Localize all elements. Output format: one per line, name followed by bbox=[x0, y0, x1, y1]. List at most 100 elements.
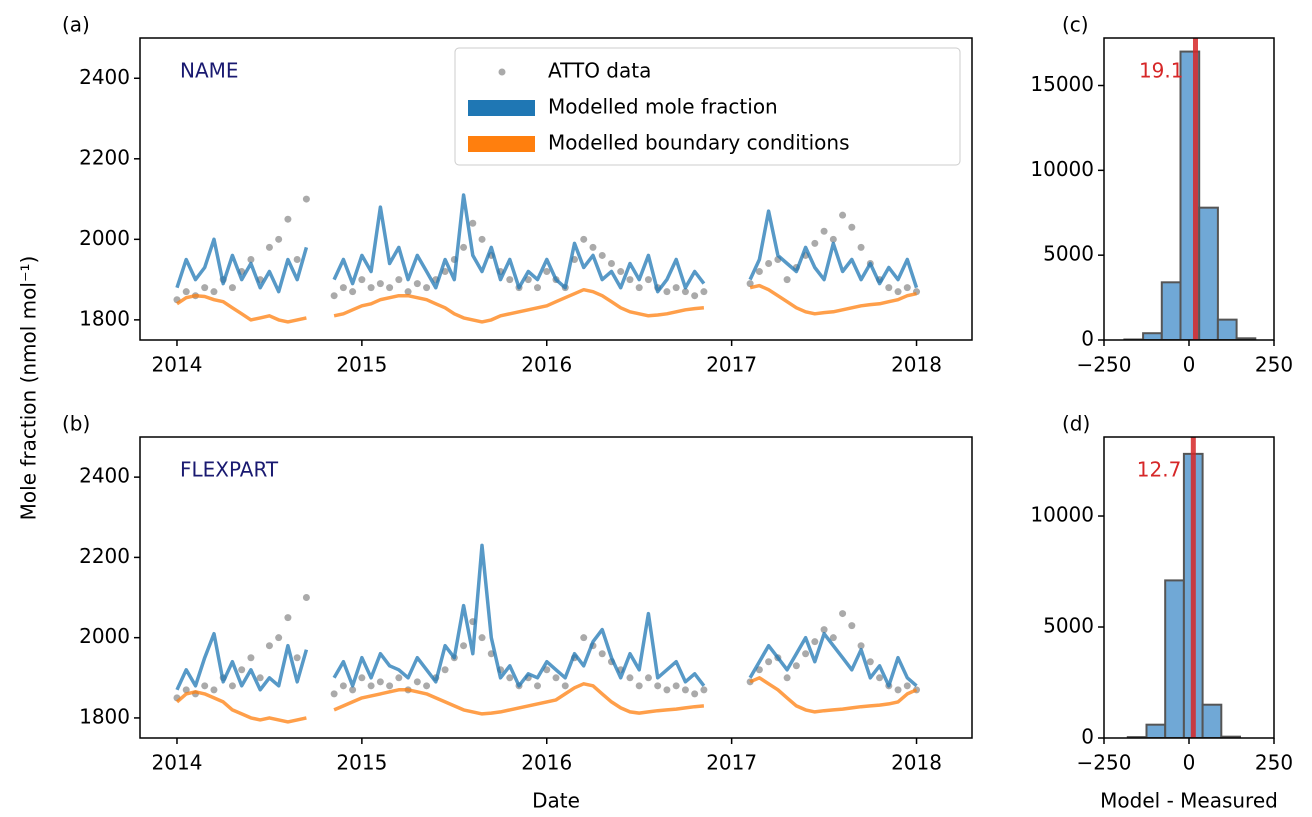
data-point bbox=[275, 634, 283, 642]
panel-label: (b) bbox=[62, 412, 90, 436]
data-point bbox=[626, 276, 634, 284]
series-line bbox=[175, 543, 918, 692]
data-point bbox=[469, 219, 477, 227]
data-point bbox=[589, 243, 597, 251]
series-line bbox=[175, 193, 919, 294]
data-point bbox=[386, 284, 394, 292]
x-tick-label: 2015 bbox=[336, 751, 387, 775]
data-point bbox=[617, 268, 625, 276]
data-point bbox=[644, 674, 652, 682]
data-point bbox=[441, 666, 449, 674]
series-line bbox=[176, 283, 917, 324]
data-point bbox=[506, 276, 514, 284]
data-point bbox=[460, 642, 468, 650]
data-point bbox=[580, 235, 588, 243]
y-tick-label: 15000 bbox=[1030, 72, 1094, 96]
plot-area bbox=[173, 193, 921, 324]
hist-bar bbox=[1164, 579, 1185, 738]
y-tick-label: 1800 bbox=[79, 306, 130, 330]
x-tick-label: −250 bbox=[1077, 751, 1132, 775]
x-tick-label: 2016 bbox=[521, 751, 572, 775]
y-tick-label: 0 bbox=[1081, 327, 1094, 351]
data-point bbox=[358, 674, 366, 682]
data-point bbox=[358, 276, 366, 284]
data-point bbox=[367, 682, 375, 690]
hist-bar bbox=[1216, 318, 1238, 340]
data-point bbox=[339, 682, 347, 690]
hist-bar bbox=[1160, 281, 1182, 340]
data-point bbox=[256, 674, 264, 682]
x-tick-label: 2017 bbox=[706, 353, 757, 377]
data-point bbox=[876, 674, 884, 682]
legend-label: ATTO data bbox=[548, 59, 651, 83]
data-point bbox=[598, 251, 606, 259]
data-point bbox=[839, 211, 847, 219]
data-point bbox=[580, 634, 588, 642]
hist-bar bbox=[1235, 337, 1257, 340]
data-point bbox=[395, 674, 403, 682]
x-tick-label: 250 bbox=[1255, 751, 1293, 775]
y-tick-label: 2000 bbox=[79, 624, 130, 648]
data-point bbox=[330, 292, 338, 300]
data-point bbox=[681, 288, 689, 296]
data-point bbox=[182, 686, 190, 694]
data-point bbox=[182, 288, 190, 296]
y-axis-label: Mole fraction (nmol mol⁻¹) bbox=[17, 256, 41, 521]
y-tick-label: 10000 bbox=[1030, 503, 1094, 527]
data-point bbox=[561, 682, 569, 690]
data-point bbox=[339, 284, 347, 292]
data-point bbox=[848, 223, 856, 231]
data-point bbox=[802, 650, 810, 658]
data-point bbox=[413, 280, 421, 288]
data-point bbox=[746, 280, 754, 288]
data-point bbox=[894, 288, 902, 296]
panel: 1800 2000 2200 2400 2014 2015 2016 2017 2018 (b) F… bbox=[62, 412, 973, 813]
data-point bbox=[265, 243, 273, 251]
legend-box bbox=[454, 47, 961, 166]
legend-marker bbox=[468, 100, 535, 116]
data-point bbox=[376, 280, 384, 288]
hist-bar bbox=[1198, 206, 1219, 340]
panel-annotation: FLEXPART bbox=[180, 458, 279, 482]
data-point bbox=[534, 284, 542, 292]
data-point bbox=[478, 634, 486, 642]
data-point bbox=[663, 686, 671, 694]
data-point bbox=[792, 662, 800, 670]
legend-label: Modelled mole fraction bbox=[548, 95, 778, 119]
panel-label: (d) bbox=[1062, 412, 1090, 436]
panel-annotation: NAME bbox=[180, 59, 239, 83]
data-point bbox=[811, 239, 819, 247]
data-point bbox=[423, 682, 431, 690]
x-axis-label: Model - Measured bbox=[1100, 789, 1278, 813]
data-point bbox=[885, 284, 893, 292]
y-tick-label: 2200 bbox=[79, 145, 130, 169]
data-point bbox=[903, 284, 911, 292]
data-point bbox=[848, 622, 856, 630]
data-point bbox=[700, 686, 708, 694]
data-point bbox=[894, 686, 902, 694]
data-point bbox=[663, 288, 671, 296]
plot-area bbox=[1126, 437, 1242, 738]
data-point bbox=[857, 243, 865, 251]
y-tick-label: 5000 bbox=[1043, 614, 1094, 638]
y-tick-label: 2200 bbox=[79, 544, 130, 568]
mean-label: 19.1 bbox=[1139, 59, 1184, 83]
data-point bbox=[811, 638, 819, 646]
data-point bbox=[820, 227, 828, 235]
data-point bbox=[367, 284, 375, 292]
data-point bbox=[672, 284, 680, 292]
data-point bbox=[460, 243, 468, 251]
data-point bbox=[238, 666, 246, 674]
data-point bbox=[284, 215, 292, 223]
data-point bbox=[302, 594, 310, 602]
data-point bbox=[265, 642, 273, 650]
data-point bbox=[626, 674, 634, 682]
hist-bar bbox=[1142, 332, 1163, 340]
data-point bbox=[903, 682, 911, 690]
data-point bbox=[644, 276, 652, 284]
x-tick-label: −250 bbox=[1077, 353, 1132, 377]
data-point bbox=[635, 682, 643, 690]
data-point bbox=[201, 682, 209, 690]
